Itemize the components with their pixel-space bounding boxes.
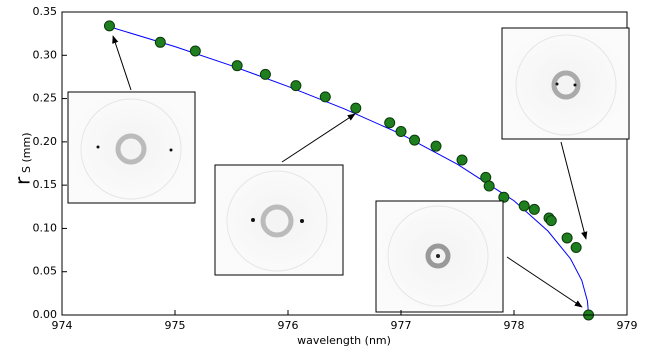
y-tick-label: 0.10 xyxy=(33,221,58,234)
data-point xyxy=(232,61,242,71)
data-point xyxy=(291,81,301,91)
y-tick-label: 0.25 xyxy=(33,92,58,105)
x-axis-label: wavelength (nm) xyxy=(297,334,391,347)
chart: wavelength (nm) r S (mm) xyxy=(0,0,650,354)
data-point xyxy=(484,181,494,191)
data-point xyxy=(385,118,395,128)
data-point xyxy=(351,103,361,113)
data-point xyxy=(529,204,539,214)
data-point xyxy=(519,201,529,211)
data-point xyxy=(562,233,572,243)
x-tick-label: 978 xyxy=(504,319,525,332)
insets xyxy=(68,28,629,312)
x-tick-label: 977 xyxy=(391,319,412,332)
x-tick-label: 979 xyxy=(617,319,638,332)
data-point xyxy=(260,69,270,79)
y-tick-label: 0.20 xyxy=(33,135,58,148)
inset-image xyxy=(376,201,503,312)
data-point xyxy=(457,155,467,165)
y-axis-symbol: r xyxy=(11,176,35,185)
data-point xyxy=(431,141,441,151)
y-tick-label: 0.35 xyxy=(33,5,58,18)
inset-image xyxy=(215,165,343,275)
data-point xyxy=(190,46,200,56)
data-point xyxy=(104,21,114,31)
y-tick-label: 0.00 xyxy=(33,308,58,321)
data-point xyxy=(320,92,330,102)
data-point xyxy=(410,135,420,145)
data-point xyxy=(155,37,165,47)
y-tick-label: 0.15 xyxy=(33,178,58,191)
y-tick-label: 0.30 xyxy=(33,48,58,61)
data-point xyxy=(546,216,556,226)
inset-image xyxy=(502,28,629,139)
x-tick-label: 976 xyxy=(278,319,299,332)
y-tick-label: 0.05 xyxy=(33,265,58,278)
data-point xyxy=(396,126,406,136)
data-point xyxy=(571,242,581,252)
x-tick-label: 975 xyxy=(165,319,186,332)
inset-image xyxy=(68,92,195,203)
y-axis-label: r S (mm) xyxy=(11,133,35,186)
y-axis-unit: S (mm) xyxy=(20,133,33,174)
